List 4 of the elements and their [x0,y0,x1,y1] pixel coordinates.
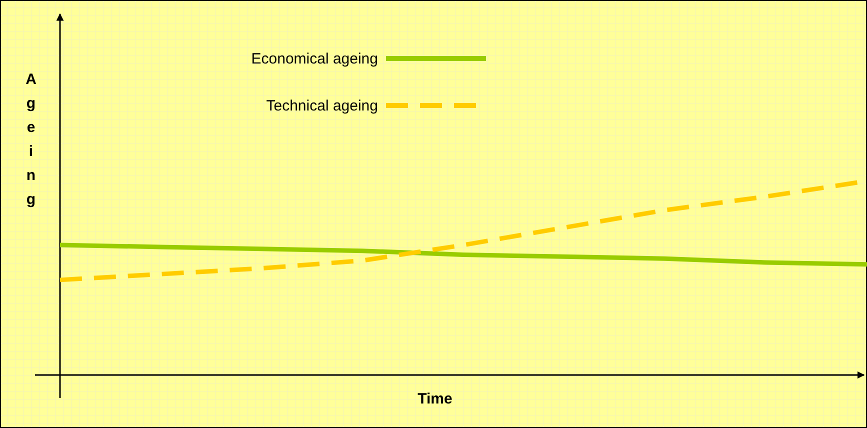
x-axis-title: Time [418,390,452,408]
y-axis-title: Ageing [26,71,37,208]
legend-label: Technical ageing [266,97,378,114]
legend-label: Economical ageing [251,50,378,68]
